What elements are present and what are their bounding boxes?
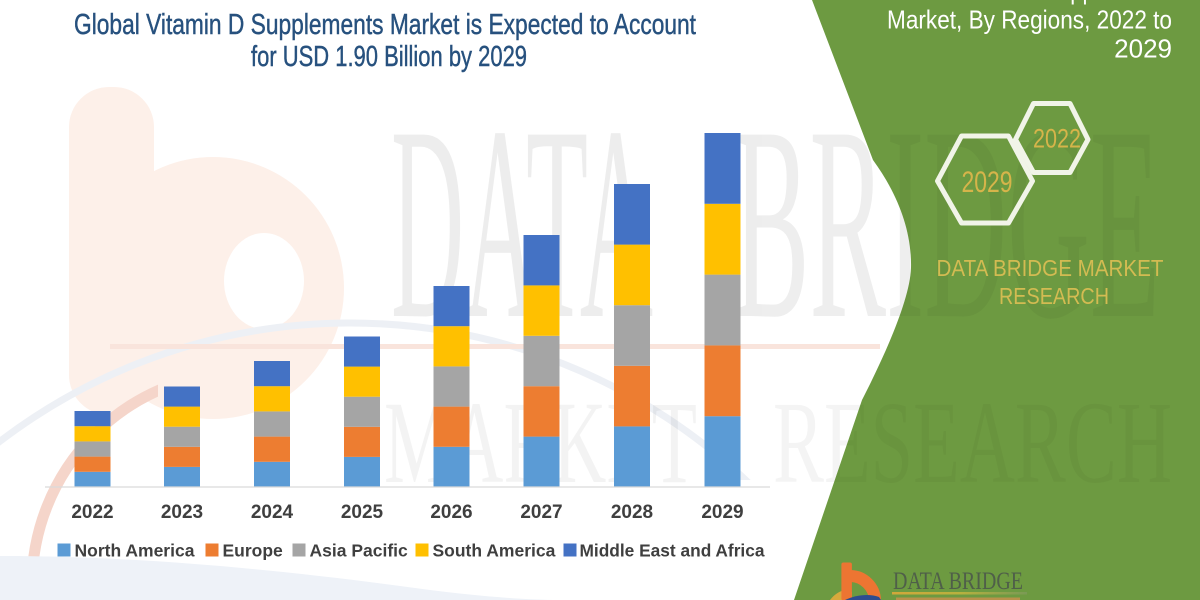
svg-text:Asia Pacific: Asia Pacific	[310, 541, 409, 561]
svg-text:2022: 2022	[71, 502, 113, 523]
svg-text:DATA BRIDGE: DATA BRIDGE	[893, 566, 1023, 595]
svg-text:2029: 2029	[962, 166, 1013, 199]
svg-text:for USD 1.90 Billion by 2029: for USD 1.90 Billion by 2029	[251, 41, 527, 73]
svg-text:South America: South America	[433, 541, 556, 561]
svg-text:Middle East and Africa: Middle East and Africa	[580, 541, 765, 561]
svg-text:2027: 2027	[520, 502, 562, 523]
svg-text:2025: 2025	[341, 502, 384, 523]
svg-text:Global Vitamin D Supplements M: Global Vitamin D Supplements Market is E…	[74, 9, 696, 41]
svg-text:2029: 2029	[701, 502, 743, 523]
svg-text:2026: 2026	[430, 502, 472, 523]
svg-text:Global Vitamin D Supplements: Global Vitamin D Supplements	[872, 0, 1172, 5]
svg-text:2024: 2024	[251, 502, 294, 523]
svg-text:North America: North America	[75, 541, 195, 561]
svg-text:DATA: DATA	[391, 69, 653, 376]
svg-text:Market, By Regions, 2022 to: Market, By Regions, 2022 to	[887, 5, 1172, 35]
svg-text:Europe: Europe	[223, 541, 284, 561]
svg-text:2023: 2023	[161, 502, 203, 523]
svg-text:2028: 2028	[611, 502, 653, 523]
svg-text:2022: 2022	[1033, 124, 1081, 154]
svg-text:2029: 2029	[1114, 34, 1172, 64]
svg-text:DATA BRIDGE MARKET: DATA BRIDGE MARKET	[937, 255, 1164, 281]
svg-text:RESEARCH: RESEARCH	[999, 283, 1109, 309]
